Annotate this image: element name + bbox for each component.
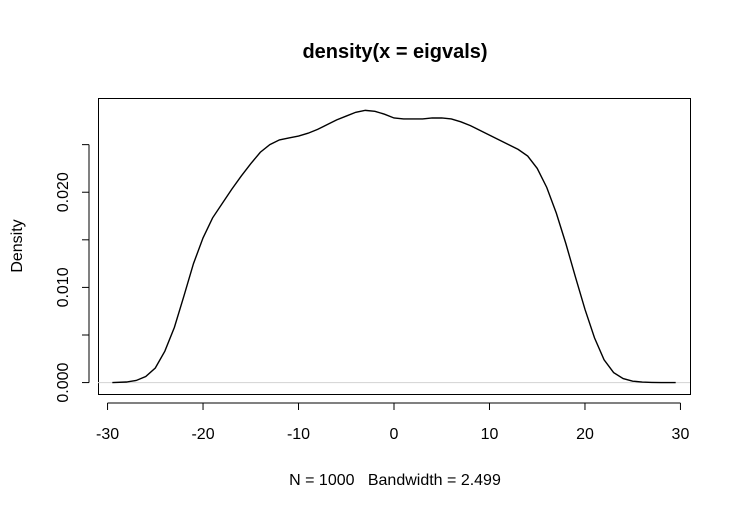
y-tick-label: 0.010: [55, 267, 72, 307]
chart-title: density(x = eigvals): [302, 41, 487, 63]
x-tick-label: -30: [96, 426, 119, 443]
y-axis: 0.000 0.010 0.020: [55, 144, 90, 403]
plot-frame: [98, 98, 691, 395]
x-axis: -30 -20 -10 0 10 20 30: [96, 402, 690, 443]
x-tick-label: 0: [390, 426, 399, 443]
x-tick-label: 30: [672, 426, 690, 443]
x-tick-label: -10: [287, 426, 310, 443]
x-tick-label: 20: [576, 426, 594, 443]
y-tick-label: 0.000: [55, 362, 72, 402]
y-tick-label: 0.020: [55, 172, 72, 212]
x-axis-label: N = 1000 Bandwidth = 2.499: [289, 472, 501, 489]
x-tick-label: -20: [191, 426, 214, 443]
y-axis-label: Density: [9, 219, 26, 272]
x-tick-label: 10: [481, 426, 499, 443]
density-curve: [112, 109, 676, 384]
